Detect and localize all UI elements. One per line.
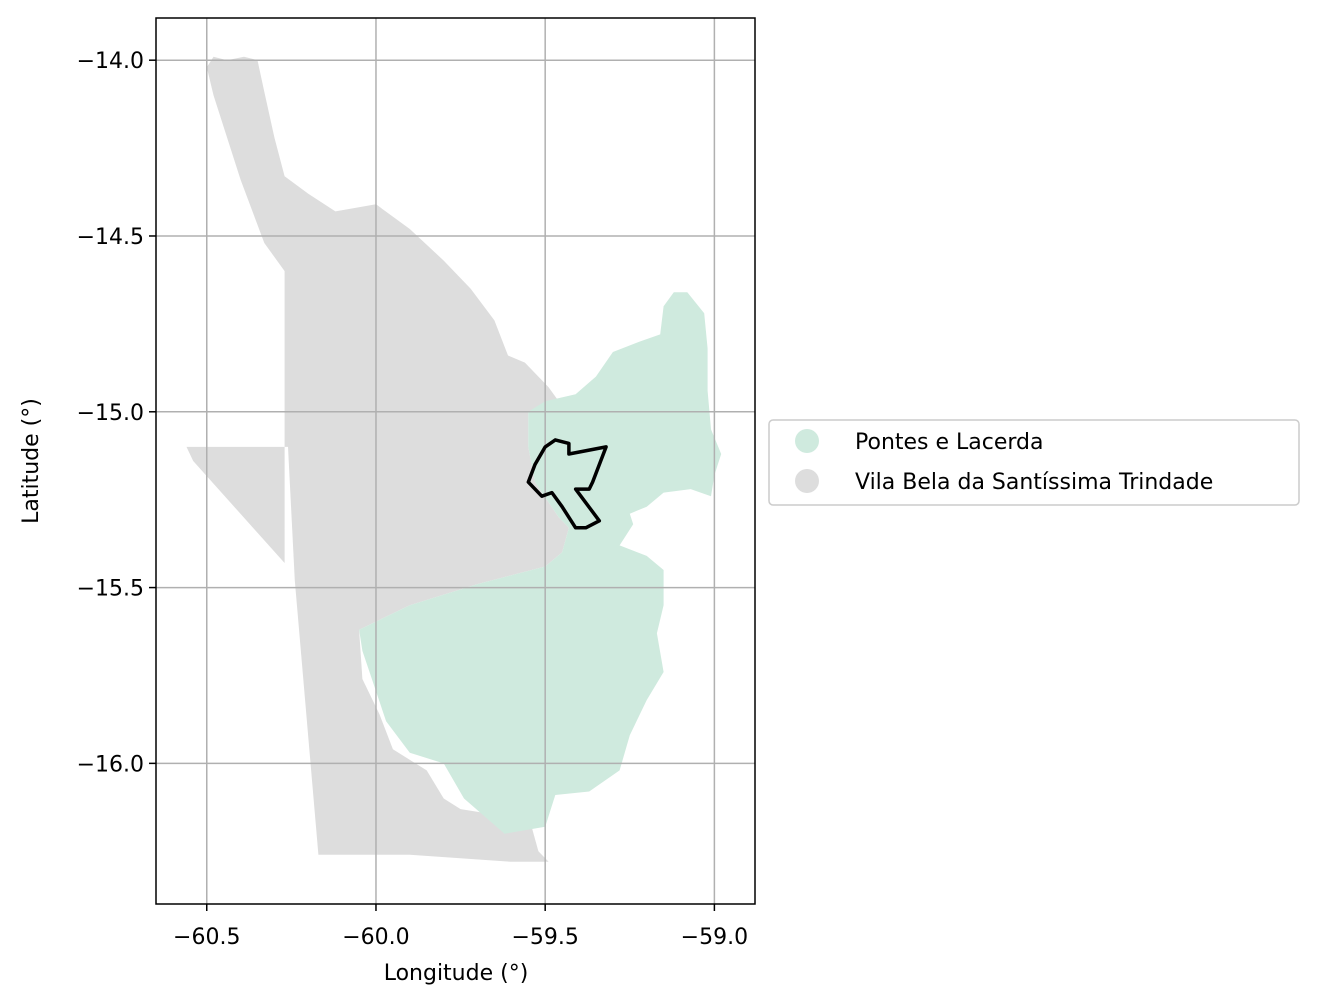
- legend: Pontes e Lacerda Vila Bela da Santíssima…: [768, 419, 1300, 506]
- x-axis-ticks: −60.5 −60.0 −59.5 −59.0: [173, 904, 748, 950]
- regions-layer: [186, 56, 722, 862]
- x-tick-label: −59.5: [511, 925, 578, 950]
- plot-frame: [155, 17, 756, 905]
- y-tick-label: −15.5: [77, 577, 144, 602]
- y-tick-label: −16.0: [77, 752, 144, 777]
- legend-frame: [768, 419, 1300, 506]
- gridlines: [156, 18, 755, 904]
- outline-layer: [526, 438, 608, 530]
- x-tick-label: −60.5: [173, 925, 240, 950]
- y-axis-label: Latitude (°): [19, 398, 44, 524]
- region-pontes-e-lacerda: [359, 292, 722, 834]
- y-tick-label: −15.0: [77, 401, 144, 426]
- region-vila-bela-da-santissima-trindade: [186, 56, 569, 862]
- highlight-outline: [526, 438, 608, 530]
- x-tick-label: −60.0: [342, 925, 409, 950]
- legend-marker-vila-bela: [795, 469, 819, 493]
- y-tick-label: −14.5: [77, 225, 144, 250]
- legend-label-vila-bela: Vila Bela da Santíssima Trindade: [855, 470, 1213, 495]
- legend-label-pontes-e-lacerda: Pontes e Lacerda: [855, 430, 1044, 455]
- x-axis-label: Longitude (°): [384, 961, 529, 986]
- y-axis-ticks: −14.0 −14.5 −15.0 −15.5 −16.0: [77, 49, 156, 777]
- legend-marker-pontes-e-lacerda: [795, 429, 819, 453]
- y-tick-label: −14.0: [77, 49, 144, 74]
- x-tick-label: −59.0: [681, 925, 748, 950]
